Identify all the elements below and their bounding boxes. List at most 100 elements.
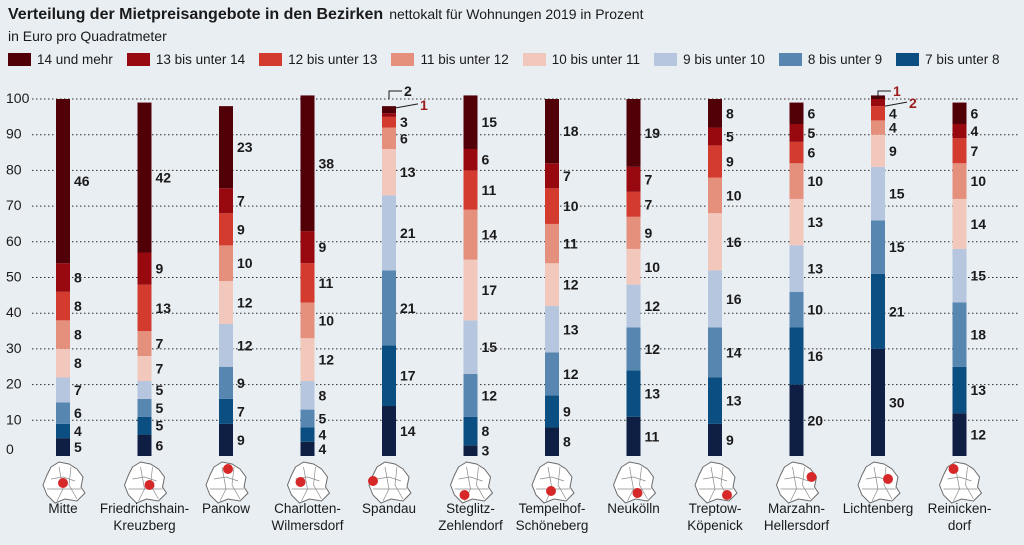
legend-swatch xyxy=(522,52,546,66)
bar-segment xyxy=(871,273,885,349)
y-tick-label: 90 xyxy=(6,126,22,142)
category-label: Charlotten- Wilmersdorf xyxy=(271,501,343,533)
bar-segment xyxy=(56,291,70,321)
map-district-lines xyxy=(128,466,163,502)
category-label-line: Charlotten- xyxy=(274,501,341,516)
map-outline xyxy=(449,461,494,504)
data-label: 12 xyxy=(237,337,253,353)
map-outline xyxy=(286,461,331,504)
legend-label: 8 bis unter 9 xyxy=(807,51,883,67)
data-label: 8 xyxy=(74,270,82,286)
data-label: 4 xyxy=(319,441,327,457)
bar-segment xyxy=(871,134,885,167)
chart-title: Verteilung der Mietpreisangebote in den … xyxy=(8,6,384,23)
data-label: 16 xyxy=(726,234,742,250)
map-district-lines xyxy=(373,466,407,502)
legend-item: 8 bis unter 9 xyxy=(778,51,883,67)
data-label: 10 xyxy=(645,259,661,275)
data-label: 14 xyxy=(400,423,416,439)
map-outline xyxy=(531,461,575,504)
data-label: 9 xyxy=(563,403,571,419)
data-label: 9 xyxy=(237,375,245,391)
data-label: 13 xyxy=(808,214,824,230)
y-tick-label: 60 xyxy=(6,233,22,249)
category-label: Steglitz- Zehlendorf xyxy=(438,501,503,533)
map-outline xyxy=(775,461,820,504)
bar-segment xyxy=(219,106,233,189)
data-label: 7 xyxy=(971,143,979,159)
bar-segment xyxy=(708,127,722,146)
data-label: 15 xyxy=(482,339,498,355)
data-label: 1 xyxy=(420,97,428,113)
category-label-line: Pankow xyxy=(202,501,250,516)
legend-swatch xyxy=(654,52,678,66)
bar-segment xyxy=(545,163,559,189)
legend-swatch xyxy=(778,52,802,66)
berlin-map-spandau-icon xyxy=(368,461,412,504)
bar-segment xyxy=(300,381,315,410)
berlin-map-tempelhof-schoeneberg-icon xyxy=(531,461,575,504)
data-label: 13 xyxy=(726,393,742,409)
bar-segment xyxy=(708,99,722,128)
berlin-map-charlottenburg-wilmersdorf-icon xyxy=(286,461,331,504)
map-district-lines xyxy=(210,466,244,502)
bar-segment xyxy=(219,213,233,246)
data-label: 7 xyxy=(156,361,164,377)
map-district-lines xyxy=(943,466,978,502)
bar-segment xyxy=(708,213,722,271)
data-label: 12 xyxy=(237,294,253,310)
category-label-line: Tempelhof- xyxy=(519,501,586,516)
legend-label: 13 bis unter 14 xyxy=(155,51,246,67)
data-label: 13 xyxy=(971,382,987,398)
data-label: 6 xyxy=(808,145,816,161)
bar-segment xyxy=(56,99,70,264)
category-label: Pankow xyxy=(202,501,250,516)
map-district-lines xyxy=(47,466,81,502)
category-label: Neukölln xyxy=(607,501,660,516)
category-label-line: Reinicken- xyxy=(928,501,992,516)
bar-segment xyxy=(137,356,152,382)
map-highlight-district xyxy=(546,486,556,496)
data-label: 13 xyxy=(808,261,824,277)
bar-segment xyxy=(708,145,722,178)
data-label: 6 xyxy=(808,105,816,121)
bar-segment xyxy=(300,427,315,442)
data-label: 11 xyxy=(319,275,334,291)
legend-label: 7 bis unter 8 xyxy=(925,51,1000,67)
category-label: Reinicken-dorf xyxy=(928,501,992,533)
data-label: 15 xyxy=(889,186,905,202)
bar-segment xyxy=(626,416,641,456)
bar-segment xyxy=(545,306,559,353)
berlin-map-mitte-icon xyxy=(42,461,86,504)
bar-segment xyxy=(708,423,722,456)
y-tick-label: 30 xyxy=(6,340,22,356)
bar-segment xyxy=(871,348,885,456)
data-label: 7 xyxy=(237,403,245,419)
data-label: 5 xyxy=(319,411,327,427)
data-label: 16 xyxy=(726,291,742,307)
data-label: 10 xyxy=(563,198,579,214)
bar-segment xyxy=(300,441,315,456)
map-highlight-district xyxy=(806,472,817,482)
data-label: 8 xyxy=(726,105,734,121)
map-highlight-district xyxy=(883,474,893,484)
legend-swatch xyxy=(126,52,150,66)
bar-segment xyxy=(300,263,315,303)
category-label: Mitte xyxy=(48,501,77,516)
legend-item: 7 bis unter 8 xyxy=(896,52,999,67)
category-label: Friedrichshain- Kreuzberg xyxy=(100,501,189,533)
bar-segment xyxy=(545,395,559,428)
bar-segment xyxy=(219,398,233,424)
data-label: 10 xyxy=(808,302,824,318)
data-label: 9 xyxy=(889,143,897,159)
bar-segment xyxy=(56,402,70,424)
bar-segment xyxy=(952,366,967,414)
category-label: Marzahn- Hellersdorf xyxy=(764,501,830,533)
map-outline xyxy=(612,461,657,504)
bar-segment xyxy=(708,270,722,328)
bar-segment xyxy=(626,248,641,285)
data-label: 18 xyxy=(971,327,987,343)
bar-segment xyxy=(300,95,315,232)
map-highlight-district xyxy=(632,488,643,498)
berlin-map-treptow-koepenick-icon xyxy=(694,461,738,504)
